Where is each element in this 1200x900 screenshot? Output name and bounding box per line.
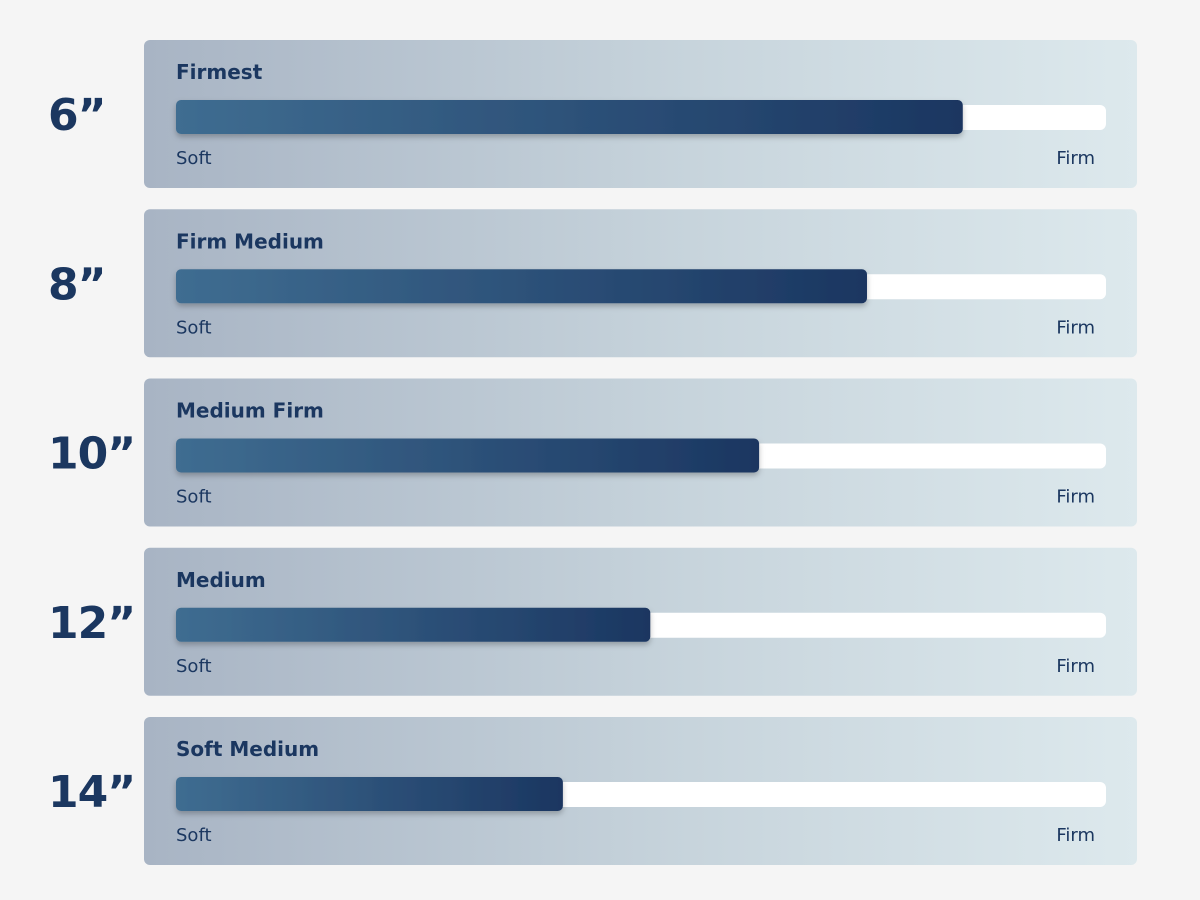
size-label: 14” — [48, 767, 135, 818]
scale-max-label: Firm — [1056, 317, 1095, 338]
bar — [176, 438, 760, 473]
size-label: 8” — [48, 259, 106, 310]
scale-max-label: Firm — [1056, 148, 1095, 169]
bar — [176, 777, 563, 811]
firmness-level: Medium — [176, 568, 266, 592]
size-label: 12” — [48, 598, 135, 649]
firmness-level: Firm Medium — [176, 229, 324, 253]
scale-min-label: Soft — [176, 317, 212, 338]
scale-max-label: Firm — [1056, 825, 1095, 846]
scale-max-label: Firm — [1056, 487, 1095, 508]
scale-min-label: Soft — [176, 487, 212, 508]
scale-min-label: Soft — [176, 656, 212, 677]
size-label: 6” — [48, 90, 106, 141]
bar — [176, 100, 963, 134]
firmness-level: Firmest — [176, 60, 263, 84]
size-label: 10” — [48, 429, 135, 480]
firmness-level: Soft Medium — [176, 737, 319, 761]
bar — [176, 607, 651, 642]
scale-min-label: Soft — [176, 148, 212, 169]
firmness-level: Medium Firm — [176, 399, 324, 423]
scale-min-label: Soft — [176, 825, 212, 846]
bar — [176, 269, 867, 304]
scale-max-label: Firm — [1056, 656, 1095, 677]
